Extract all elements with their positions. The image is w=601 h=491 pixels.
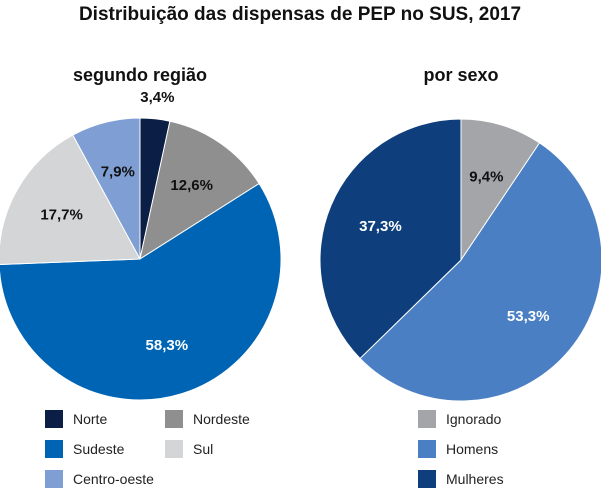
region-legend-label-sudeste: Sudeste (73, 441, 125, 457)
region-data-label-sul: 17,7% (40, 206, 83, 223)
sex-data-label-mulheres: 37,3% (359, 218, 402, 235)
sex-slice-mulheres (319, 118, 462, 360)
figure-title: Distribuição das dispensas de PEP no SUS… (79, 4, 521, 25)
region-chart-subtitle: segundo região (73, 65, 207, 85)
sex-legend-swatch-homens (418, 440, 436, 458)
region-pie-chart: segundo região 3,4% 12,6% 58,3% 17,7% 7,9% Nor… (0, 65, 282, 488)
region-legend-swatch-centro-oeste (45, 470, 63, 488)
region-legend-swatch-norte (45, 410, 63, 428)
region-slice-centro-oeste (72, 117, 141, 260)
region-legend-swatch-sudeste (45, 440, 63, 458)
sex-pie-chart: por sexo 9,4% 53,3% 37,3% Ignorado Homens Mulh… (319, 65, 601, 488)
region-slice-nordeste (139, 120, 260, 261)
sex-legend-label-mulheres: Mulheres (446, 471, 504, 487)
region-legend-swatch-nordeste (165, 410, 183, 428)
region-legend-swatch-sul (165, 440, 183, 458)
region-data-label-centro-oeste: 7,9% (101, 164, 135, 181)
region-legend-label-nordeste: Nordeste (193, 411, 250, 427)
sex-data-label-ignorado: 9,4% (469, 168, 503, 185)
region-data-label-nordeste: 12,6% (170, 177, 213, 194)
region-data-label-sudeste: 58,3% (146, 337, 189, 354)
sex-slice-homens (359, 142, 601, 402)
region-legend-label-sul: Sul (193, 441, 213, 457)
region-legend-label-centro-oeste: Centro-oeste (73, 471, 154, 487)
region-legend-label-norte: Norte (73, 411, 107, 427)
sex-legend-swatch-ignorado (418, 410, 436, 428)
region-slice-sul (0, 134, 141, 266)
sex-slice-ignorado (460, 118, 541, 262)
sex-chart-subtitle: por sexo (423, 65, 498, 85)
sex-legend-label-ignorado: Ignorado (446, 411, 501, 427)
sex-legend-swatch-mulheres (418, 470, 436, 488)
region-data-label-norte: 3,4% (140, 89, 174, 106)
region-slice-sudeste (0, 182, 282, 401)
sex-data-label-homens: 53,3% (507, 308, 550, 325)
sex-legend-label-homens: Homens (446, 441, 498, 457)
